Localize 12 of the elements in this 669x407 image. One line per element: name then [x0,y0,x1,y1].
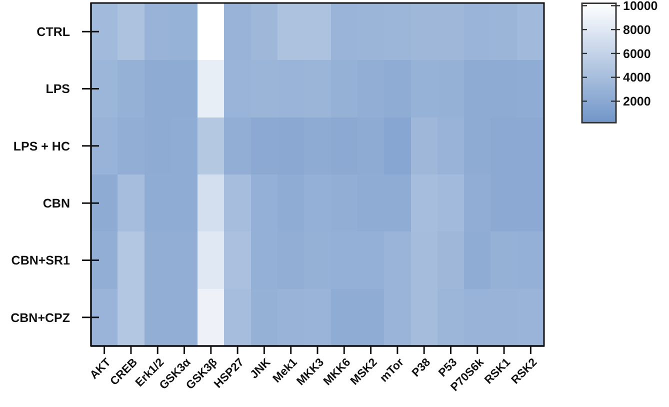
y-tick-label: LPS [46,82,70,96]
y-tick-label: CBN+SR1 [11,254,70,268]
y-tick-label: CTRL [36,24,70,39]
y-tick-label: LPS + HC [13,139,70,154]
x-tick-label: P38 [410,356,434,380]
y-tick-label: CBN [42,196,70,210]
color-bar-label: 6000 [623,46,651,61]
color-bar-label: 2000 [623,94,651,109]
y-tick-label: CBN+CPZ [10,310,70,325]
color-bar-label: 10000 [623,0,658,14]
color-bar-label: 8000 [623,22,651,37]
color-bar-label: 4000 [623,70,651,85]
